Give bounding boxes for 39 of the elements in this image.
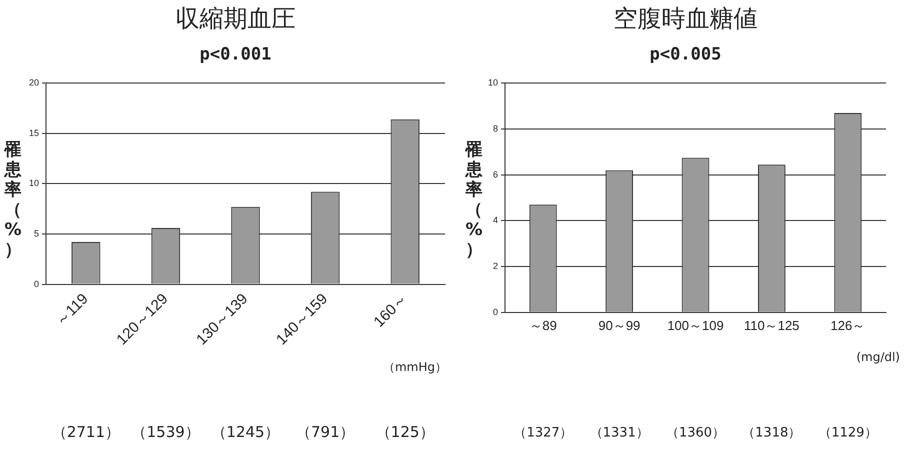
- y-tick-label: 4: [492, 215, 498, 226]
- x-tick-label: 140～159: [273, 290, 332, 348]
- y-axis-title: 罹患率（%）: [3, 140, 23, 260]
- chart-subtitle: p<0.001: [200, 44, 272, 64]
- text: （1318）: [742, 425, 802, 440]
- y-tick-label: 20: [28, 78, 40, 88]
- y-axis-title: 罹患率（%）: [464, 140, 484, 260]
- y-tick-label: 10: [488, 78, 498, 88]
- y-tick-label: 2: [492, 261, 498, 272]
- text: （1539）: [132, 422, 200, 441]
- y-tick-label: 8: [492, 124, 498, 134]
- text: （1360）: [666, 425, 726, 440]
- x-tick-label: ～89: [529, 318, 557, 333]
- chart-title: 収縮期血圧: [176, 4, 296, 33]
- x-tick-label: ～119: [52, 290, 92, 330]
- text: （mmHg）: [382, 360, 447, 374]
- chart-subtitle: p<0.005: [650, 44, 722, 64]
- text: （1129）: [818, 425, 878, 440]
- x-tick-label: 120～129: [113, 290, 172, 348]
- text: （1327）: [514, 425, 573, 440]
- y-tick-label: 0: [34, 278, 40, 289]
- x-tick-label: 130～139: [193, 290, 252, 348]
- text: （2711）: [52, 422, 120, 441]
- text: （125）: [376, 422, 434, 441]
- text: （1331）: [590, 425, 649, 440]
- x-tick-label: 100～109: [667, 318, 724, 333]
- y-tick-label: 5: [34, 228, 40, 238]
- y-tick-label: 0: [492, 306, 498, 317]
- text: (mg/dl): [856, 350, 900, 364]
- x-tick-label: 110～125: [744, 318, 800, 333]
- chart-title: 空腹時血糖値: [614, 4, 758, 33]
- y-tick-label: 10: [28, 178, 40, 188]
- text: （791）: [296, 422, 355, 441]
- text: （1245）: [211, 422, 280, 441]
- y-tick-label: 6: [492, 169, 498, 180]
- x-tick-label: 126～: [830, 318, 866, 333]
- x-tick-label: 90～99: [598, 318, 640, 333]
- y-tick-label: 15: [28, 128, 40, 138]
- x-tick-label: 160～: [370, 290, 411, 331]
